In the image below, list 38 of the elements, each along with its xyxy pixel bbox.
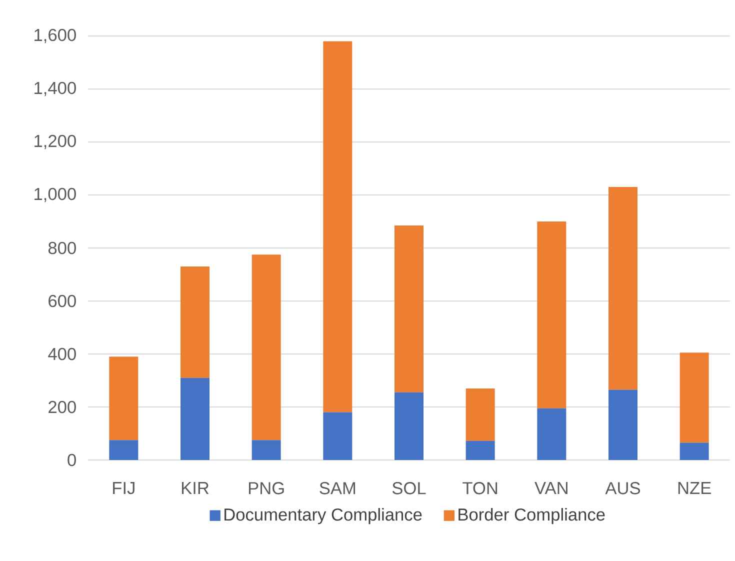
x-tick-label: TON xyxy=(462,482,498,494)
x-tick-label: KIR xyxy=(182,482,209,494)
bar xyxy=(394,225,424,392)
x-tick-label: SAM xyxy=(320,482,356,494)
x-tick-label: VAN xyxy=(534,482,568,494)
bar xyxy=(252,254,281,440)
x-tick-label: PNG xyxy=(248,482,284,494)
y-tick-label: 0 xyxy=(68,454,76,466)
bar xyxy=(180,378,210,460)
bar xyxy=(252,440,281,460)
bar xyxy=(608,187,638,390)
bar xyxy=(323,41,352,412)
legend-label: Border Compliance xyxy=(458,508,605,524)
x-tick-label: FIJ xyxy=(113,482,134,494)
bar xyxy=(466,388,495,441)
x-tick-label: SOL xyxy=(392,482,426,494)
y-tick-label: 400 xyxy=(48,348,76,360)
bar xyxy=(466,440,495,460)
y-tick-label: 200 xyxy=(48,400,76,414)
bar xyxy=(680,352,709,443)
y-tick-label: 1,000 xyxy=(34,188,76,202)
bar xyxy=(180,266,210,378)
x-tick-label: AUS xyxy=(605,482,640,494)
bar xyxy=(109,356,138,440)
y-tick-label: 600 xyxy=(48,294,76,308)
y-tick-label: 1,400 xyxy=(34,82,76,96)
bar xyxy=(394,392,424,460)
bar xyxy=(537,408,566,460)
bar xyxy=(109,440,138,460)
bar xyxy=(323,412,352,460)
bar xyxy=(680,442,709,460)
y-tick-label: 800 xyxy=(48,242,76,254)
legend-label: Documentary Compliance xyxy=(224,508,422,524)
x-tick-label: NZE xyxy=(678,482,711,494)
y-tick-label: 1,200 xyxy=(34,134,76,150)
bar xyxy=(608,390,638,460)
bar xyxy=(537,222,566,408)
y-tick-label: 1,600 xyxy=(34,28,76,44)
